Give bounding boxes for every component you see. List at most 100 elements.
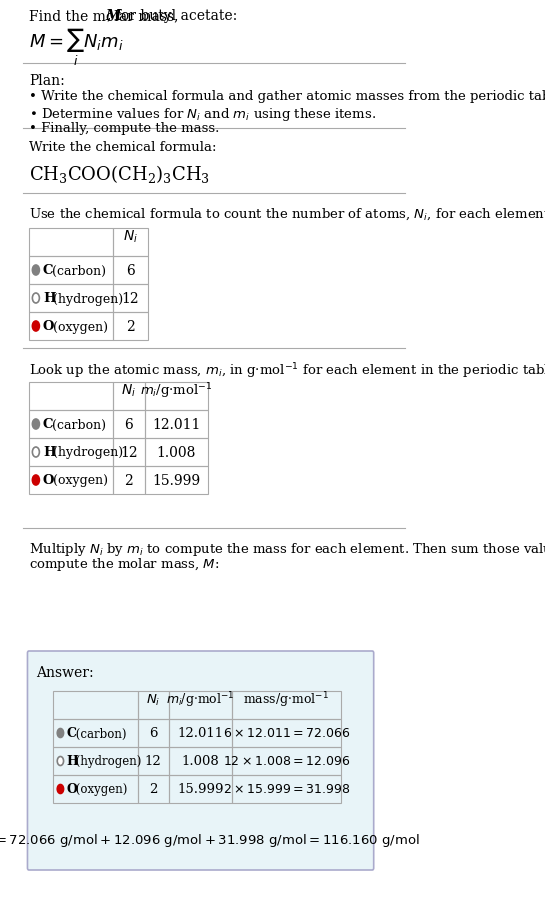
Bar — [137, 747, 169, 775]
Circle shape — [57, 729, 64, 738]
Bar — [53, 747, 137, 775]
Text: O: O — [43, 321, 54, 333]
Text: 2: 2 — [149, 783, 158, 796]
Text: (oxygen): (oxygen) — [72, 783, 128, 796]
Bar — [113, 439, 144, 467]
Bar — [113, 411, 144, 439]
Text: 1.008: 1.008 — [181, 755, 220, 768]
Text: $M = 72.066\ \mathrm{g/mol} + 12.096\ \mathrm{g/mol} + 31.998\ \mathrm{g/mol} = : $M = 72.066\ \mathrm{g/mol} + 12.096\ \m… — [0, 832, 420, 849]
Text: C: C — [43, 265, 53, 277]
Circle shape — [57, 785, 64, 794]
Text: (hydrogen): (hydrogen) — [49, 446, 123, 459]
Text: $N_i$: $N_i$ — [146, 692, 160, 707]
Bar — [113, 256, 148, 284]
Text: (carbon): (carbon) — [49, 265, 106, 277]
Bar — [232, 691, 341, 719]
Text: 12: 12 — [122, 292, 140, 305]
Text: (carbon): (carbon) — [71, 727, 126, 740]
Text: M: M — [105, 9, 120, 23]
Circle shape — [32, 420, 39, 430]
Text: 15.999: 15.999 — [177, 783, 224, 796]
Text: 2: 2 — [126, 320, 135, 333]
Text: 12: 12 — [145, 755, 162, 768]
Text: Look up the atomic mass, $m_i$, in g·mol$^{-1}$ for each element in the periodic: Look up the atomic mass, $m_i$, in g·mol… — [29, 360, 545, 380]
Text: Plan:: Plan: — [29, 74, 65, 88]
Bar — [29, 383, 113, 411]
Bar — [113, 312, 148, 340]
Bar — [137, 719, 169, 747]
Bar — [144, 411, 208, 439]
Text: Multiply $N_i$ by $m_i$ to compute the mass for each element. Then sum those val: Multiply $N_i$ by $m_i$ to compute the m… — [29, 540, 545, 557]
Text: H: H — [43, 293, 56, 305]
Bar — [53, 719, 137, 747]
Text: O: O — [43, 474, 54, 487]
Circle shape — [57, 757, 64, 766]
Text: mass/g·mol$^{-1}$: mass/g·mol$^{-1}$ — [244, 689, 329, 709]
Bar — [169, 775, 232, 803]
Bar — [29, 312, 113, 340]
Bar — [29, 439, 113, 467]
Text: 1.008: 1.008 — [156, 445, 196, 460]
Text: , for butyl acetate:: , for butyl acetate: — [107, 9, 238, 23]
Text: • Write the chemical formula and gather atomic masses from the periodic table.: • Write the chemical formula and gather … — [29, 90, 545, 103]
Circle shape — [32, 448, 39, 458]
Bar — [232, 775, 341, 803]
Text: O: O — [66, 783, 77, 796]
Text: $\mathregular{CH_3COO(CH_2)_3CH_3}$: $\mathregular{CH_3COO(CH_2)_3CH_3}$ — [29, 163, 210, 185]
Bar — [169, 719, 232, 747]
Bar — [137, 691, 169, 719]
Text: (oxygen): (oxygen) — [49, 474, 108, 487]
Circle shape — [32, 476, 39, 486]
Bar — [169, 747, 232, 775]
Circle shape — [32, 293, 39, 303]
Text: (carbon): (carbon) — [49, 418, 106, 431]
Text: Use the chemical formula to count the number of atoms, $N_i$, for each element:: Use the chemical formula to count the nu… — [29, 207, 545, 222]
Bar — [53, 775, 137, 803]
Text: $6 \times 12.011 = 72.066$: $6 \times 12.011 = 72.066$ — [223, 727, 350, 740]
Text: $2 \times 15.999 = 31.998$: $2 \times 15.999 = 31.998$ — [223, 783, 350, 796]
Bar — [29, 467, 113, 495]
Text: $m_i$/g·mol$^{-1}$: $m_i$/g·mol$^{-1}$ — [166, 689, 235, 709]
Text: $12 \times 1.008 = 12.096$: $12 \times 1.008 = 12.096$ — [223, 755, 350, 768]
Bar — [113, 467, 144, 495]
Text: Find the molar mass,: Find the molar mass, — [29, 9, 183, 23]
Circle shape — [32, 321, 39, 331]
Circle shape — [32, 265, 39, 275]
Bar — [113, 284, 148, 312]
Text: 6: 6 — [126, 264, 135, 278]
Bar — [113, 228, 148, 256]
Text: Answer:: Answer: — [36, 666, 94, 679]
Bar — [144, 439, 208, 467]
Text: 6: 6 — [149, 727, 158, 740]
Text: (hydrogen): (hydrogen) — [72, 755, 142, 768]
Text: C: C — [66, 727, 77, 740]
Bar — [29, 256, 113, 284]
Text: 6: 6 — [124, 417, 133, 432]
Bar — [29, 411, 113, 439]
Bar — [137, 775, 169, 803]
Bar — [144, 383, 208, 411]
Bar — [144, 467, 208, 495]
Text: 12: 12 — [120, 445, 137, 460]
Text: compute the molar mass, $M$:: compute the molar mass, $M$: — [29, 555, 220, 573]
Text: (oxygen): (oxygen) — [49, 321, 108, 333]
Text: • Determine values for $N_i$ and $m_i$ using these items.: • Determine values for $N_i$ and $m_i$ u… — [29, 106, 376, 123]
Text: (hydrogen): (hydrogen) — [49, 293, 123, 305]
Text: $m_i$/g·mol$^{-1}$: $m_i$/g·mol$^{-1}$ — [140, 381, 213, 400]
Text: H: H — [43, 446, 56, 459]
Text: 15.999: 15.999 — [152, 473, 200, 488]
Bar — [113, 383, 144, 411]
Bar — [53, 691, 137, 719]
Bar — [232, 747, 341, 775]
FancyBboxPatch shape — [27, 651, 374, 870]
Text: 12.011: 12.011 — [178, 727, 223, 740]
Text: $N_i$: $N_i$ — [123, 228, 138, 245]
Text: 2: 2 — [124, 473, 133, 488]
Bar — [29, 228, 113, 256]
Bar — [29, 284, 113, 312]
Bar — [169, 691, 232, 719]
Text: • Finally, compute the mass.: • Finally, compute the mass. — [29, 122, 219, 135]
Text: Write the chemical formula:: Write the chemical formula: — [29, 141, 216, 154]
Text: $N_i$: $N_i$ — [121, 382, 136, 399]
Bar — [232, 719, 341, 747]
